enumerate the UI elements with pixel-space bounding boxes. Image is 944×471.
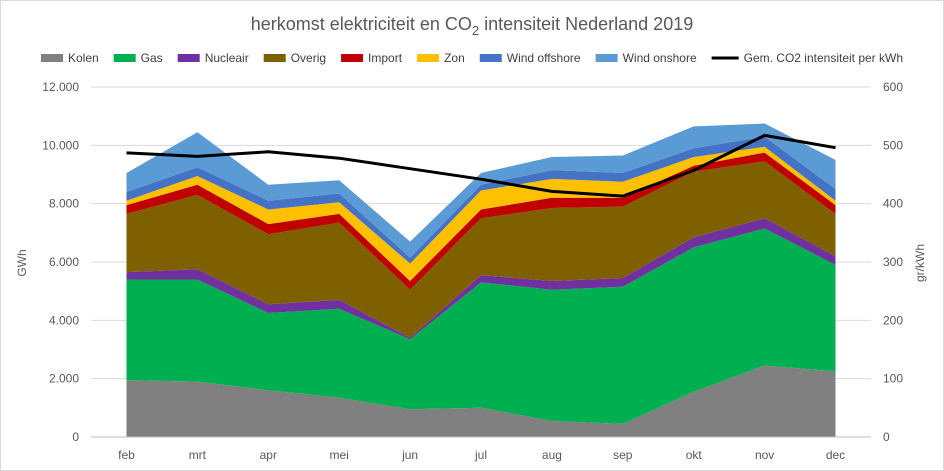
area-wind-offshore	[126, 136, 836, 264]
x-tick-label: okt	[686, 448, 703, 462]
legend-label-import: Import	[368, 51, 403, 65]
area-zon	[126, 146, 836, 281]
x-tick-label: sep	[613, 448, 633, 462]
y-tick-label-right: 500	[883, 138, 903, 152]
line-co2-intensity	[126, 133, 836, 198]
chart-title-subscript: 2	[472, 23, 479, 38]
y-tick-label-left: 8.000	[49, 197, 79, 211]
legend-label-kolen: Kolen	[68, 51, 99, 65]
legend-swatch-overig	[263, 54, 286, 62]
co2-line-layer	[126, 133, 836, 198]
y-axis-left-title: GWh	[15, 249, 29, 276]
area-wind-onshore	[126, 123, 836, 258]
x-axis: feb mrt apr mei jun jul aug sep okt nov dec	[91, 436, 871, 462]
legend-swatch-kolen	[40, 54, 63, 62]
chart-title: herkomst elektriciteit en CO2 intensitei…	[251, 14, 693, 38]
y-tick-label-right: 100	[883, 372, 903, 386]
y-tick-label-right: 600	[883, 80, 903, 94]
y-tick-label-right: 200	[883, 313, 903, 327]
x-tick-label: jul	[474, 448, 487, 462]
y-tick-label-right: 300	[883, 255, 903, 269]
y-tick-label-left: 2.000	[49, 372, 79, 386]
legend-label-nucleair: Nucleair	[205, 51, 249, 65]
x-tick-label: dec	[826, 448, 845, 462]
area-gas	[126, 228, 836, 424]
y-tick-label-left: 4.000	[49, 313, 79, 327]
legend-swatch-import	[341, 54, 364, 62]
y-tick-label-right: 400	[883, 197, 903, 211]
y-tick-label-left: 12.000	[42, 80, 79, 94]
y-axis-right: 0 100 200 300 400 500 600	[883, 80, 903, 444]
legend-swatch-nucleair	[177, 54, 200, 62]
x-tick-label: mrt	[189, 448, 207, 462]
legend-label-zon: Zon	[444, 51, 465, 65]
x-tick-label: nov	[755, 448, 774, 462]
y-tick-label-right: 0	[883, 430, 890, 444]
y-tick-label-left: 0	[72, 430, 79, 444]
legend-label-wind-onshore: Wind onshore	[623, 51, 697, 65]
legend-swatch-gas	[113, 54, 136, 62]
legend-label-gem-co2-intensiteit-per-kwh: Gem. CO2 intensiteit per kWh	[744, 51, 903, 65]
x-tick-label: mei	[330, 448, 349, 462]
legend-swatch-wind-onshore	[595, 54, 618, 62]
legend-swatch-wind-offshore	[479, 54, 502, 62]
y-axis-left: 0 2.000 4.000 6.000 8.000 10.000 12.000	[42, 80, 79, 444]
legend-label-overig: Overig	[291, 51, 326, 65]
legend-label-gas: Gas	[141, 51, 163, 65]
x-tick-label: aug	[542, 448, 562, 462]
legend-label-wind-offshore: Wind offshore	[507, 51, 581, 65]
area-kolen	[126, 365, 836, 437]
chart-title-main: herkomst elektriciteit en CO	[251, 14, 472, 34]
legend-swatch-zon	[417, 54, 440, 62]
chart-title-rest: intensiteit Nederland 2019	[479, 14, 693, 34]
x-tick-label: apr	[260, 448, 277, 462]
area-overig	[126, 161, 836, 338]
y-axis-right-title: gr/kWh	[913, 244, 927, 282]
x-tick-label: feb	[118, 448, 135, 462]
stacked-areas	[126, 123, 836, 437]
x-tick-label: jun	[401, 448, 418, 462]
area-nucleair	[126, 218, 836, 340]
y-tick-label-left: 6.000	[49, 255, 79, 269]
y-tick-label-left: 10.000	[42, 138, 79, 152]
legend: Kolen Gas Nucleair Overig Import Zon Wind offs…	[40, 51, 903, 65]
area-import	[126, 152, 836, 290]
